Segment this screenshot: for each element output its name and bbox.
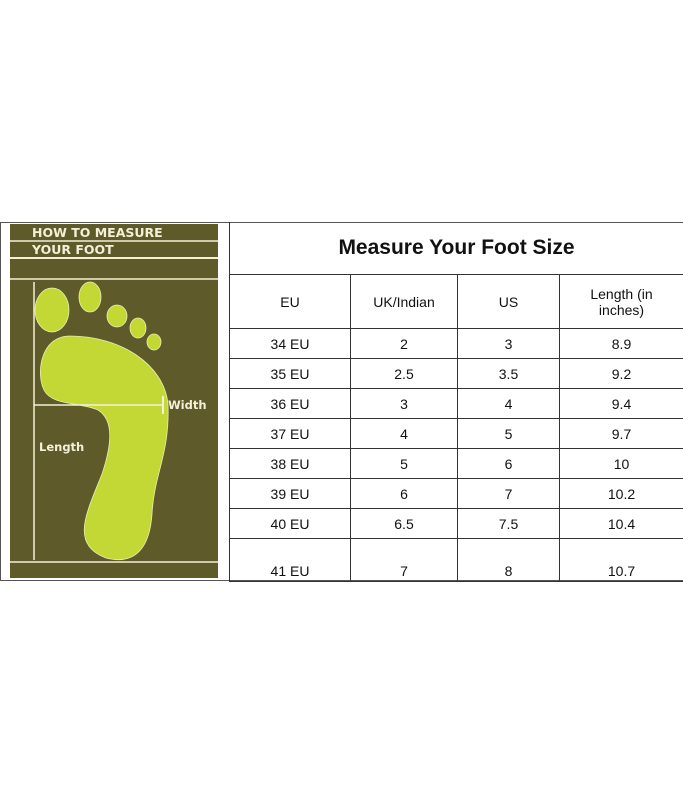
table-row: 35 EU 2.5 3.5 9.2: [229, 358, 683, 389]
panel-title-line2: YOUR FOOT: [31, 242, 114, 257]
table-cell: 7.5: [457, 508, 560, 539]
table-cell: 10.4: [559, 508, 683, 539]
table-cell: 10.2: [559, 478, 683, 509]
table-row: 37 EU 4 5 9.7: [229, 418, 683, 449]
table-cell: 6: [350, 478, 458, 509]
table-cell: 2: [350, 328, 458, 359]
foot-measure-illustration: HOW TO MEASURE YOUR FOOT Width Length: [10, 224, 218, 578]
table-cell: 3: [457, 328, 560, 359]
table-cell: 6: [457, 448, 560, 479]
table-cell: 3.5: [457, 358, 560, 389]
table-cell: 36 EU: [229, 388, 351, 419]
table-cell: 9.2: [559, 358, 683, 389]
table-cell: 3: [350, 388, 458, 419]
table-cell: 8.9: [559, 328, 683, 359]
table-cell: 35 EU: [229, 358, 351, 389]
table-cell: 7: [350, 538, 458, 582]
table-row: 36 EU 3 4 9.4: [229, 388, 683, 419]
panel-title-line1: HOW TO MEASURE: [32, 225, 163, 240]
header-uk: UK/Indian: [350, 274, 458, 329]
header-row: EU UK/Indian US Length (in inches): [229, 274, 683, 329]
length-label: Length: [39, 440, 84, 454]
table-row: 39 EU 6 7 10.2: [229, 478, 683, 509]
table-row: 41 EU 7 8 10.7: [229, 538, 683, 582]
table-row: 34 EU 2 3 8.9: [229, 328, 683, 359]
table-cell: 9.4: [559, 388, 683, 419]
table-cell: 9.7: [559, 418, 683, 449]
table-cell: 10.7: [559, 538, 683, 582]
table-cell: 40 EU: [229, 508, 351, 539]
header-length: Length (in inches): [559, 274, 683, 329]
table-title: Measure Your Foot Size: [229, 222, 683, 275]
table-cell: 4: [350, 418, 458, 449]
table-cell: 7: [457, 478, 560, 509]
header-us: US: [457, 274, 560, 329]
table-cell: 34 EU: [229, 328, 351, 359]
how-to-measure-panel: HOW TO MEASURE YOUR FOOT Width Length: [10, 224, 218, 578]
width-label: Width: [168, 398, 207, 412]
table-cell: 4: [457, 388, 560, 419]
table-cell: 5: [350, 448, 458, 479]
table-cell: 6.5: [350, 508, 458, 539]
table-cell: 38 EU: [229, 448, 351, 479]
table-cell: 8: [457, 538, 560, 582]
table-cell: 2.5: [350, 358, 458, 389]
table-cell: 5: [457, 418, 560, 449]
table-cell: 37 EU: [229, 418, 351, 449]
table-row: 40 EU 6.5 7.5 10.4: [229, 508, 683, 539]
header-eu: EU: [229, 274, 351, 329]
table-cell: 39 EU: [229, 478, 351, 509]
table-row: 38 EU 5 6 10: [229, 448, 683, 479]
size-table: Measure Your Foot Size EU UK/Indian US L…: [229, 222, 683, 582]
table-cell: 10: [559, 448, 683, 479]
table-cell: 41 EU: [229, 538, 351, 582]
footprint-icon: [34, 281, 169, 560]
